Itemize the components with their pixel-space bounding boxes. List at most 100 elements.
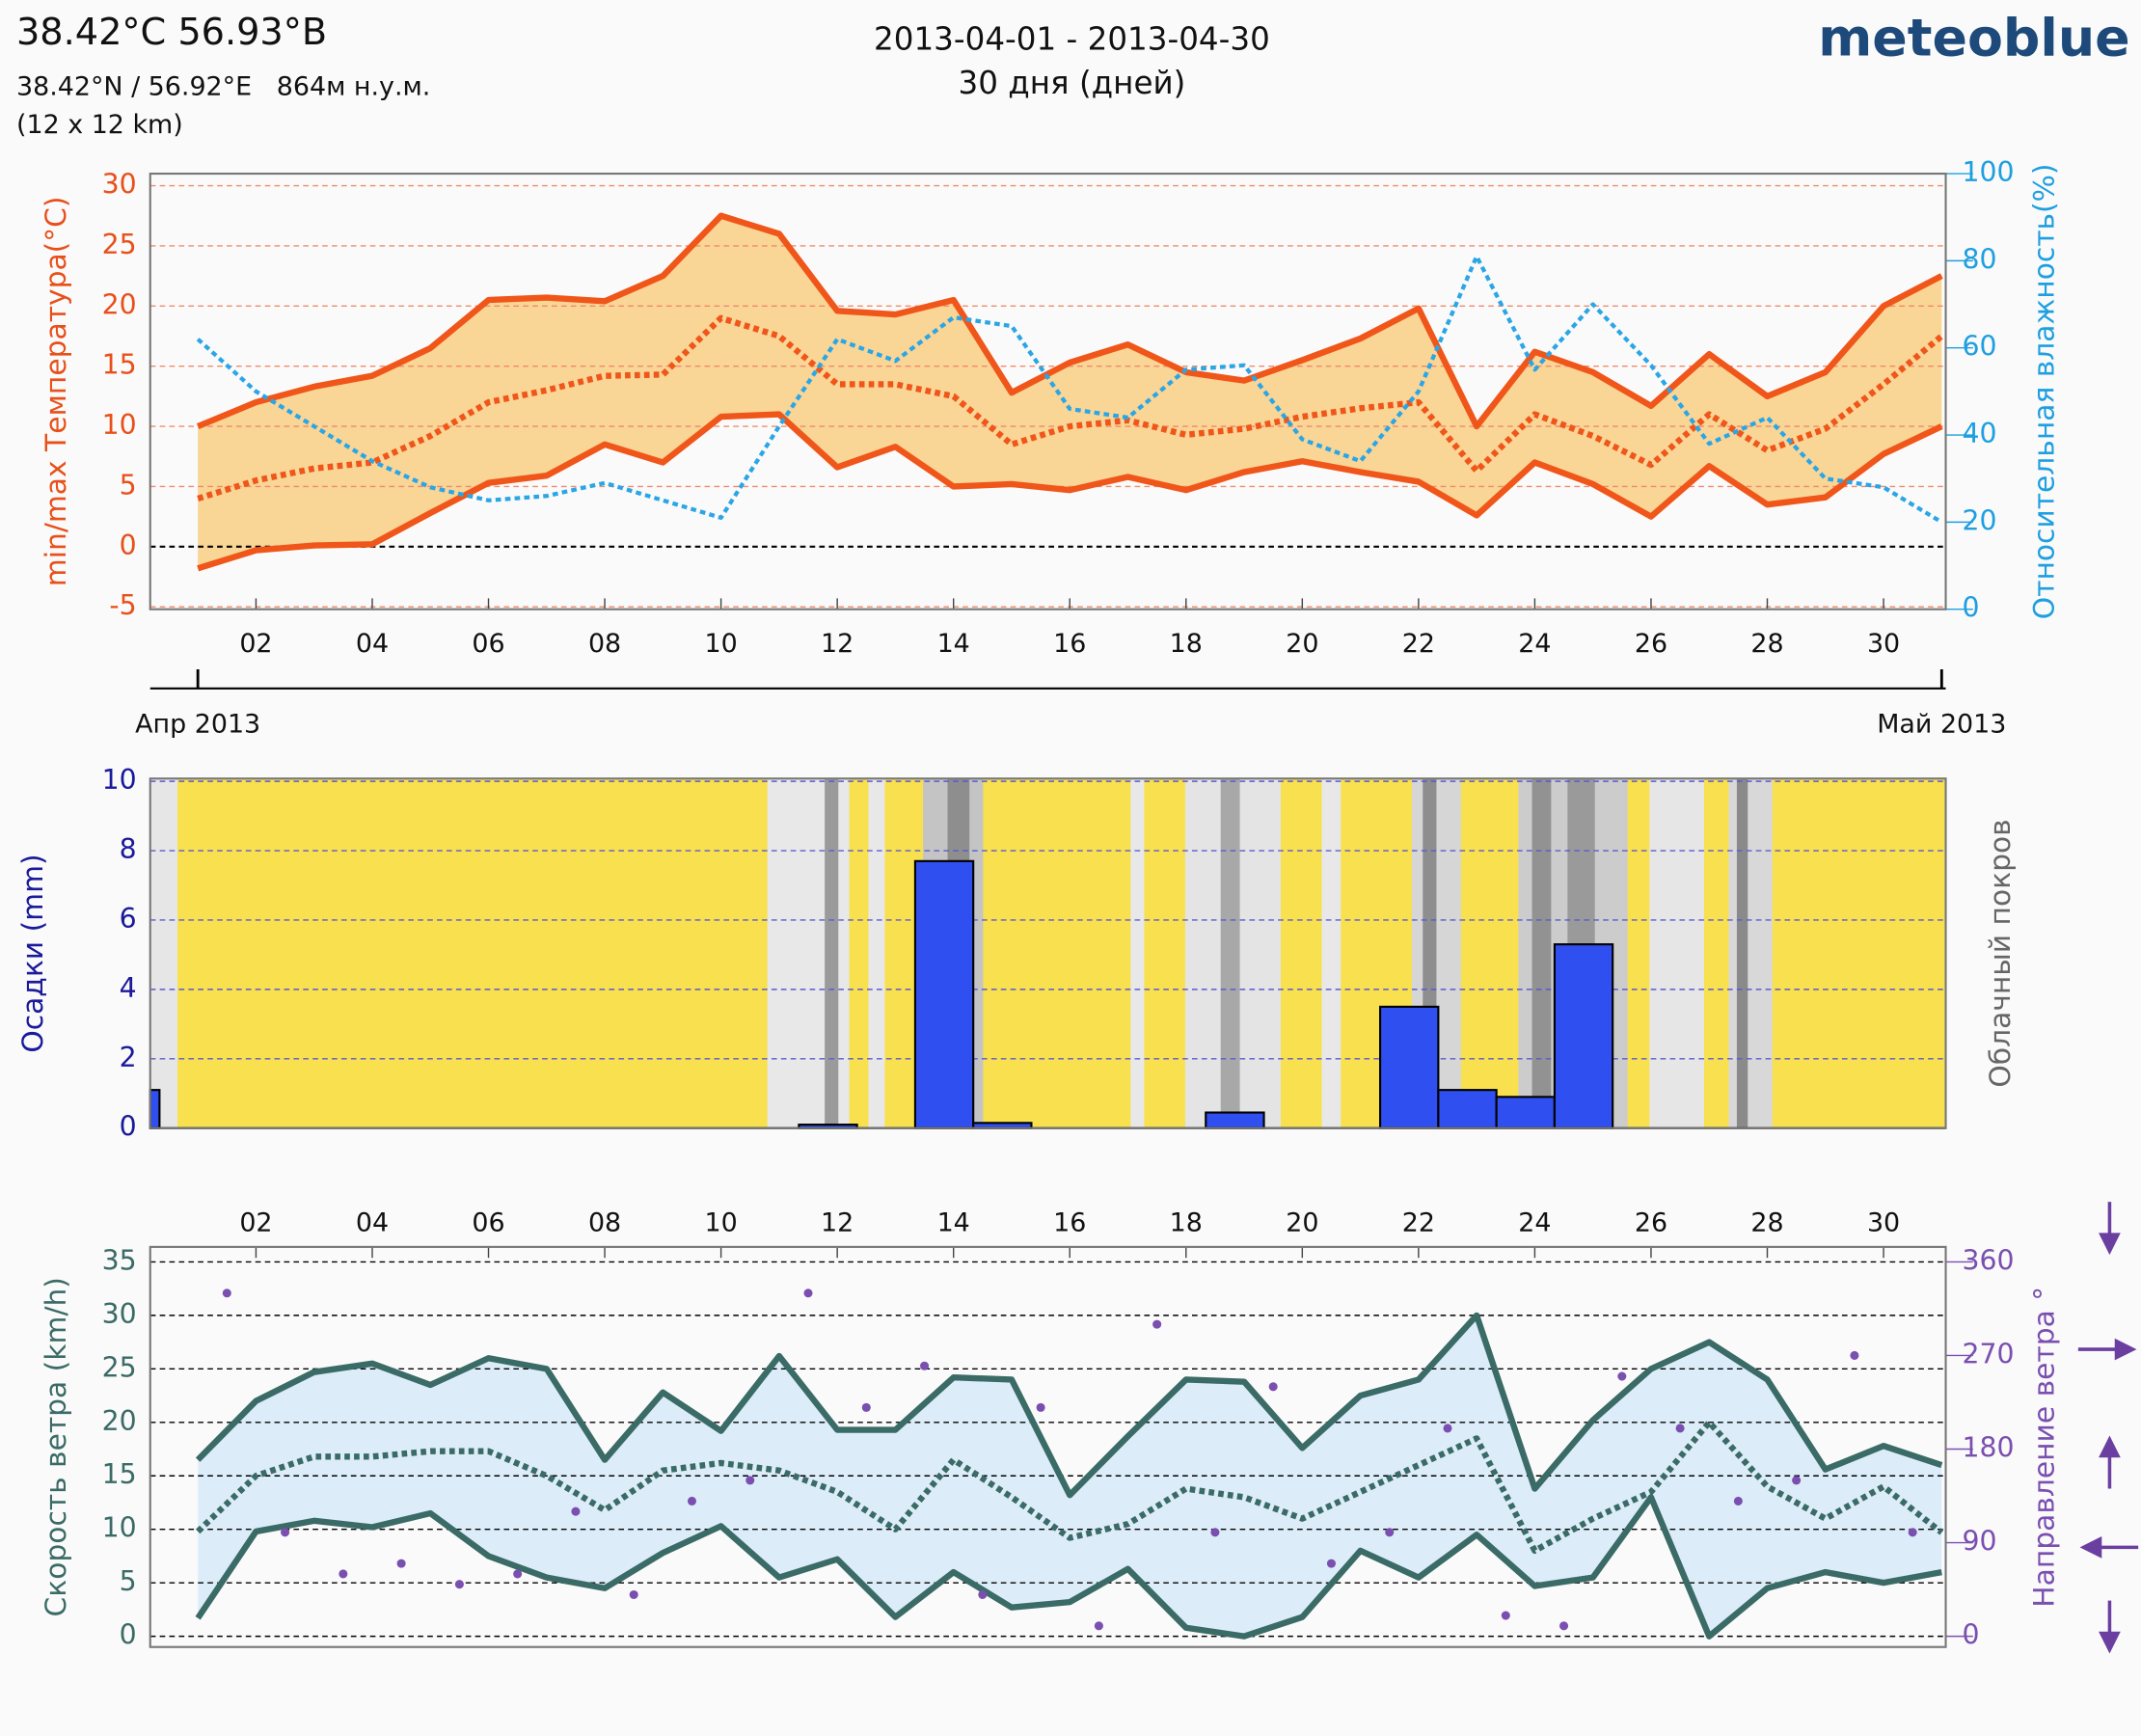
arrow-head [2079, 1536, 2102, 1559]
y-tick-label: 15 [102, 1458, 137, 1490]
plot-frame [149, 1245, 1947, 1648]
y2-tick-label: 40 [1963, 418, 1997, 449]
x-tick-label: 04 [356, 629, 389, 659]
y-tick-label: 15 [102, 349, 137, 381]
series-line [196, 212, 1943, 430]
direction-dot [1675, 1424, 1685, 1433]
cloud-stripe [1649, 778, 1704, 1128]
y-tick-label: 25 [102, 229, 137, 260]
direction-dot [745, 1476, 755, 1485]
y-tick-label: 5 [120, 1565, 137, 1597]
direction-dot [1036, 1402, 1045, 1412]
direction-dot [454, 1580, 464, 1589]
x-tick-label: 12 [821, 629, 854, 659]
y2-tick-label: 20 [1963, 504, 1997, 536]
y2-tick-label: 80 [1963, 243, 1997, 275]
precip-bar [1553, 943, 1614, 1129]
direction-dot [1908, 1528, 1917, 1537]
resolution: (12 x 12 km) [16, 110, 183, 140]
y2-axis-label: Облачный покров [1984, 819, 2018, 1087]
direction-dot [803, 1288, 813, 1298]
precip-bar [1495, 1096, 1556, 1129]
series-line [197, 411, 1943, 572]
y-tick-label: 8 [120, 833, 137, 865]
y-axis-label: min/max Температура(°C) [40, 197, 73, 587]
y2-tick-label: 100 [1963, 156, 2015, 188]
y-tick-label: 5 [120, 469, 137, 501]
plot-frame [149, 172, 1947, 610]
direction-dot [1210, 1528, 1220, 1537]
x-tick-label: 10 [705, 1207, 738, 1237]
y-tick-label: 35 [102, 1244, 137, 1276]
arrow-head [2099, 1435, 2121, 1458]
x-tick-label: 16 [1053, 1207, 1086, 1237]
mean-line [195, 1419, 1944, 1555]
precip-bar [1205, 1111, 1265, 1129]
y-tick-label: 30 [102, 1298, 137, 1330]
period: 2013-04-01 - 2013-04-30 [874, 21, 1270, 58]
x-tick-label: 02 [239, 1207, 272, 1237]
direction-dot [1501, 1611, 1510, 1620]
x-tick-label: 12 [821, 1207, 854, 1237]
direction-dot [1385, 1528, 1395, 1537]
cloud-stripe [1130, 778, 1145, 1128]
y-tick-label: 0 [120, 529, 137, 561]
direction-dot [222, 1288, 231, 1298]
direction-dot [1617, 1371, 1627, 1381]
direction-dot [1792, 1476, 1802, 1485]
direction-dot [396, 1559, 406, 1568]
x-tick-label: 14 [937, 629, 970, 659]
x-tick-label: 28 [1750, 629, 1783, 659]
y2-tick-label: 90 [1963, 1526, 1997, 1558]
x-tick-label: 20 [1286, 1207, 1318, 1237]
x-tick-label: 08 [588, 1207, 621, 1237]
direction-dot [1733, 1496, 1743, 1505]
arrow-head [2114, 1338, 2137, 1361]
x-tick-label: 18 [1170, 1207, 1203, 1237]
x-tick-label: 22 [1402, 1207, 1435, 1237]
y-tick-label: 20 [102, 288, 137, 320]
range-band [198, 1315, 1942, 1637]
precip-bar [149, 1089, 161, 1129]
cloud-stripe [1728, 778, 1773, 1128]
direction-dot [571, 1506, 581, 1516]
y-tick-label: 0 [120, 1619, 137, 1651]
x-tick-label: 16 [1053, 629, 1086, 659]
x-tick-label: 22 [1402, 629, 1435, 659]
wind-arrows [2077, 1202, 2139, 1654]
y-axis-label: Скорость ветра (km/h) [40, 1277, 73, 1616]
direction-dot [1443, 1424, 1452, 1433]
y-tick-label: 2 [120, 1042, 137, 1073]
direction-dot [339, 1569, 348, 1579]
cloud-stripe [1220, 778, 1240, 1128]
direction-dot [281, 1528, 290, 1537]
y2-axis-label: Относительная влажность(%) [2027, 164, 2061, 620]
cloud-stripe [868, 778, 885, 1128]
precip-bar [1379, 1005, 1440, 1129]
y-tick-label: 25 [102, 1351, 137, 1383]
x-tick-label: 02 [239, 629, 272, 659]
mean-line [197, 314, 1944, 502]
x-tick-label: 08 [588, 629, 621, 659]
y2-tick-label: 360 [1963, 1244, 2015, 1276]
x-tick-label: 24 [1518, 629, 1551, 659]
direction-dot [1268, 1382, 1278, 1392]
y-tick-label: 0 [120, 1111, 137, 1143]
cloud-stripe [149, 778, 178, 1128]
cloud-stripe [1736, 778, 1748, 1128]
direction-dot [920, 1361, 930, 1370]
y2-axis-label: Направление ветра ° [2027, 1287, 2061, 1608]
x-tick-label: 06 [472, 1207, 504, 1237]
cloud-stripe [1531, 778, 1552, 1128]
plot-frame [149, 777, 1947, 1129]
direction-dot [629, 1589, 638, 1600]
direction-dot [1850, 1350, 1859, 1360]
direction-dot [513, 1569, 523, 1579]
x-tick-label: 20 [1286, 629, 1318, 659]
direction-dot [1559, 1621, 1569, 1631]
y2-tick-label: 0 [1963, 1619, 1980, 1651]
direction-dot [1152, 1319, 1162, 1329]
direction-dot [1326, 1559, 1336, 1568]
direction-dot [687, 1496, 697, 1505]
